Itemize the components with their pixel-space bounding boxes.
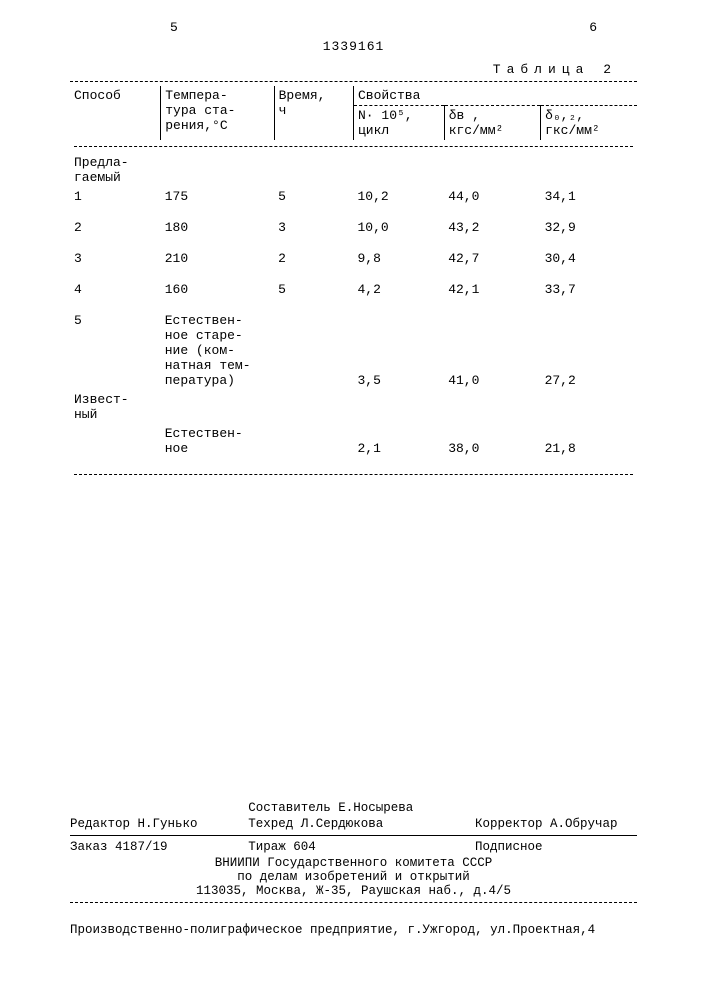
org-line: 113035, Москва, Ж-35, Раушская наб., д.4… bbox=[70, 884, 637, 898]
table-row: 2 180 3 10,0 43,2 32,9 bbox=[70, 218, 637, 237]
divider bbox=[70, 835, 637, 836]
table-caption: Таблица 2 bbox=[70, 62, 637, 77]
col-header: Способ bbox=[70, 86, 161, 140]
divider bbox=[70, 81, 637, 82]
col-header-group: Свойства bbox=[353, 86, 637, 106]
divider bbox=[74, 474, 633, 475]
editor: Редактор Н.Гунько bbox=[70, 817, 248, 831]
sub-header: N· 10⁵, цикл bbox=[353, 106, 444, 141]
tirage: Тираж 604 bbox=[248, 840, 475, 854]
credits-block: Составитель Е.Носырева Редактор Н.Гунько… bbox=[70, 801, 637, 903]
table-row: 1 175 5 10,2 44,0 34,1 bbox=[70, 187, 637, 206]
corrector: Корректор А.Обручар bbox=[475, 817, 637, 831]
data-table: Способ Темпера- тура ста- рения,°С Время… bbox=[70, 86, 637, 481]
order-number: Заказ 4187/19 bbox=[70, 840, 248, 854]
techred: Техред Л.Сердюкова bbox=[248, 817, 475, 831]
table-row: 3 210 2 9,8 42,7 30,4 bbox=[70, 249, 637, 268]
table-row: Естествен- ное 2,1 38,0 21,8 bbox=[70, 424, 637, 458]
col-header: Темпера- тура ста- рения,°С bbox=[161, 86, 274, 140]
section-label: Предла- гаемый bbox=[70, 153, 637, 187]
page-num-left: 5 bbox=[170, 20, 178, 35]
footer-text: Производственно-полиграфическое предприя… bbox=[70, 923, 637, 937]
page-num-right: 6 bbox=[589, 20, 597, 35]
subscription: Подписное bbox=[475, 840, 637, 854]
org-line: ВНИИПИ Государственного комитета СССР bbox=[70, 856, 637, 870]
table-row: 5 Естествен- ное старе- ние (ком- натная… bbox=[70, 311, 637, 390]
section-label: Извест- ный bbox=[70, 390, 637, 424]
col-header: Время, ч bbox=[274, 86, 353, 140]
table-row: 4 160 5 4,2 42,1 33,7 bbox=[70, 280, 637, 299]
sub-header: δв , кгс/мм² bbox=[444, 106, 540, 141]
divider bbox=[70, 902, 637, 903]
document-number: 1339161 bbox=[70, 39, 637, 54]
compiler: Составитель Е.Носырева bbox=[248, 801, 475, 815]
org-line: по делам изобретений и открытий bbox=[70, 870, 637, 884]
divider bbox=[74, 146, 633, 147]
sub-header: δ₀,₂, гкс/мм² bbox=[541, 106, 637, 141]
